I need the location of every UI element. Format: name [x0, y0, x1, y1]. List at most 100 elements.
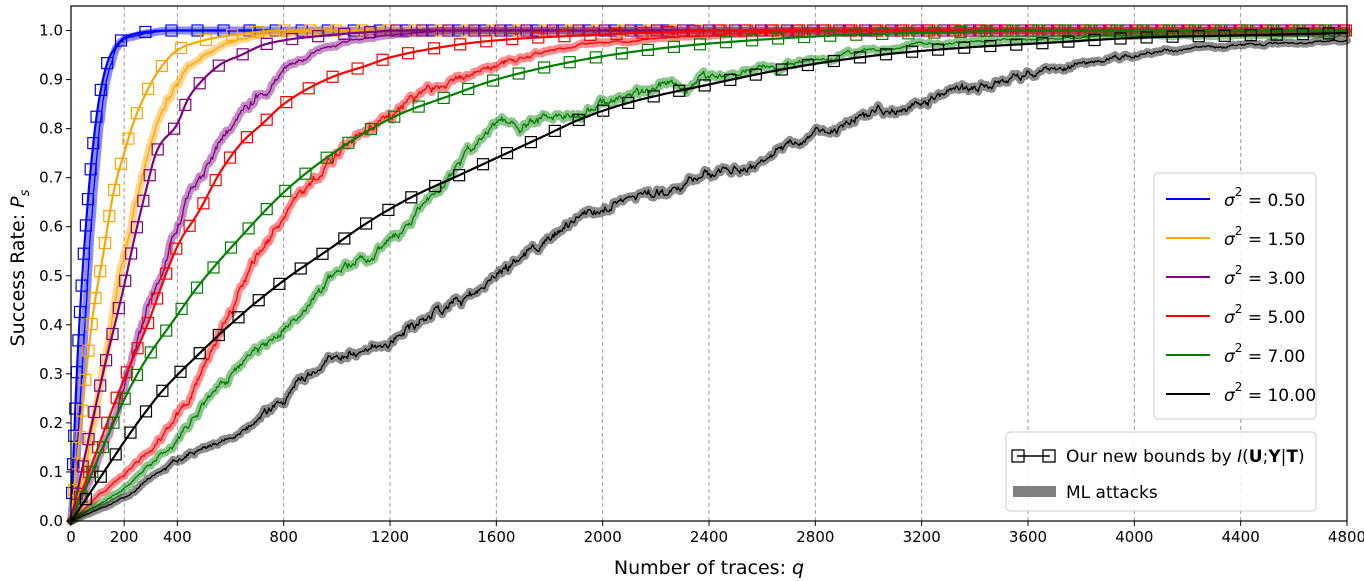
bound-marker-5-26: [622, 96, 635, 110]
bound-marker-5-37: [905, 45, 919, 58]
bound-marker-3-13: [209, 174, 222, 187]
bound-marker-5-38: [931, 43, 945, 56]
bound-marker-5-50: [1244, 29, 1257, 42]
bound-marker-2-5: [99, 354, 113, 367]
bound-marker-5-31: [749, 68, 762, 81]
bound-marker-2-10: [130, 221, 143, 234]
bound-marker-4-3: [107, 416, 120, 429]
bound-marker-5-32: [775, 63, 788, 76]
bound-marker-3-23: [428, 42, 441, 55]
bound-marker-1-5: [82, 344, 95, 357]
bound-marker-4-8: [175, 302, 188, 315]
y-tick-label-5: 0.5: [39, 267, 63, 285]
bound-marker-3-27: [532, 31, 545, 44]
bound-marker-3-19: [326, 70, 339, 83]
x-tick-label-0: 0: [66, 528, 76, 546]
bound-marker-5-14: [338, 232, 351, 245]
bound-marker-1-18: [199, 33, 213, 46]
bound-marker-4-13: [260, 203, 273, 216]
bound-marker-2-11: [137, 194, 150, 207]
bound-marker-4-42: [980, 25, 993, 38]
ml-attack-curve-5: [70, 39, 1348, 522]
bound-marker-4-31: [693, 38, 707, 51]
x-axis: 0 200 400 800 1200 1600 2000 2400 2800 3200 3600 40…: [66, 521, 1364, 546]
bound-marker-5-30: [724, 73, 737, 87]
bound-marker-5-45: [1114, 32, 1127, 45]
bound-marker-2-17: [212, 59, 225, 72]
bound-marker-5-35: [853, 51, 867, 64]
bound-marker-5-29: [698, 79, 711, 92]
bound-marker-4-28: [615, 47, 628, 60]
bound-marker-4-36: [824, 29, 837, 42]
bound-marker-2-16: [193, 77, 206, 90]
bound-marker-5-4: [139, 405, 153, 418]
bound-marker-4-35: [798, 30, 811, 44]
bound-marker-4-41: [954, 25, 967, 38]
x-axis-label: Number of traces: q: [614, 557, 804, 579]
bound-marker-5-51: [1270, 28, 1283, 41]
bound-marker-3-14: [223, 151, 237, 164]
bound-marker-3-12: [197, 197, 210, 210]
bound-marker-5-48: [1192, 30, 1205, 43]
bound-marker-4-43: [1006, 24, 1019, 37]
x-tick-label-8: 2800: [796, 528, 834, 546]
x-tick-label-10: 3600: [1009, 528, 1047, 546]
bound-curve-4: [69, 29, 1347, 522]
bound-marker-0-5: [72, 334, 85, 347]
bound-marker-4-9: [190, 281, 204, 294]
bound-marker-2-20: [286, 32, 299, 46]
bound-marker-4-12: [242, 222, 255, 235]
bound-marker-5-34: [827, 54, 841, 68]
x-tick-label-1: 200: [110, 528, 139, 546]
bound-marker-2-15: [179, 98, 192, 112]
bound-marker-4-47: [1110, 24, 1123, 37]
bound-marker-4-54: [1293, 24, 1306, 37]
bound-marker-4-37: [850, 28, 863, 41]
bound-marker-5-25: [597, 104, 610, 117]
bounds-legend-marker-left: [1011, 449, 1025, 463]
ml-legend-swatch: [1013, 486, 1056, 497]
bound-marker-4-46: [1084, 24, 1097, 37]
bound-marker-5-5: [156, 384, 169, 397]
bound-marker-5-0: [79, 493, 93, 506]
bound-marker-3-22: [402, 47, 415, 60]
bound-marker-5-8: [212, 328, 225, 342]
bound-marker-4-20: [412, 100, 425, 113]
legend-label-0: σ2 = 0.50: [1224, 185, 1305, 211]
x-tick-label-4: 1200: [371, 528, 409, 546]
bound-marker-4-40: [928, 26, 941, 39]
bound-marker-2-2: [82, 433, 95, 446]
grid-lines: [123, 6, 1242, 521]
bound-marker-3-6: [131, 342, 144, 355]
legend-methods: Our new bounds by I(U;Y|T) ML attacks: [1005, 431, 1317, 512]
bound-marker-4-4: [118, 392, 131, 405]
bound-marker-4-25: [538, 61, 551, 74]
bound-marker-2-14: [168, 122, 181, 135]
bound-marker-1-13: [122, 132, 135, 145]
bound-marker-2-22: [338, 27, 351, 40]
legend-noise-levels: σ2 = 0.50 σ2 = 1.50 σ2 = 3.00 σ2 = 5.00 σ2 =…: [1153, 172, 1317, 420]
bound-marker-1-7: [89, 292, 102, 305]
y-tick-label-6: 0.6: [39, 218, 63, 236]
bound-marker-5-1: [94, 470, 107, 483]
series-4: [67, 24, 1351, 525]
bound-marker-1-10: [103, 210, 116, 223]
bound-marker-4-18: [364, 122, 377, 136]
bound-marker-3-21: [376, 53, 389, 66]
ml-attack-curve-4: [70, 32, 1348, 522]
y-tick-label-4: 0.4: [39, 316, 63, 334]
bounds-legend-label: Our new bounds by I(U;Y|T): [1066, 447, 1305, 467]
bound-marker-5-6: [174, 365, 187, 378]
bound-marker-3-4: [110, 391, 123, 404]
bound-marker-4-55: [1319, 24, 1332, 37]
bound-marker-0-13: [90, 110, 103, 123]
bound-marker-5-9: [232, 311, 245, 324]
bound-marker-3-26: [506, 32, 519, 46]
x-tick-label-12: 4400: [1222, 528, 1260, 546]
bound-marker-5-24: [572, 113, 585, 127]
bound-marker-1-8: [94, 265, 107, 278]
legend-label-4: σ2 = 7.00: [1224, 341, 1305, 367]
bound-marker-5-40: [984, 39, 997, 53]
bound-marker-5-39: [958, 41, 971, 54]
